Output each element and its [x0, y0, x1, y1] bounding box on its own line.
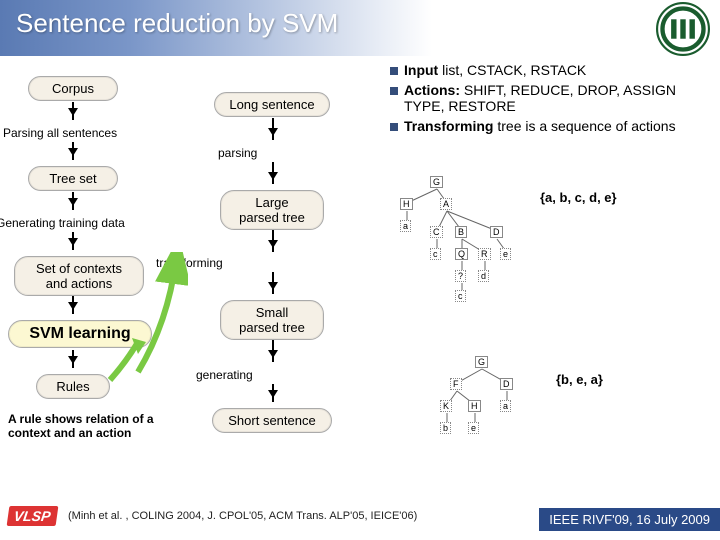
tree-node: G — [475, 356, 488, 368]
tree-node: ? — [455, 270, 466, 282]
bullet-label: Input — [404, 62, 438, 78]
arrow-down-icon — [272, 384, 274, 402]
long-sentence-box: Long sentence — [214, 92, 330, 117]
bullet-text: list, CSTACK, RSTACK — [438, 62, 586, 78]
page-title: Sentence reduction by SVM — [16, 8, 338, 38]
bullet-label: Actions: — [404, 82, 460, 98]
tree-node: c — [455, 290, 466, 302]
tree-node: d — [478, 270, 489, 282]
large-tree-diagram: GHAaCBDcQRe?dc — [400, 176, 530, 306]
tree-node: B — [455, 226, 467, 238]
citation-text: (Minh et al. , COLING 2004, J. CPOL'05, … — [68, 510, 417, 522]
tree-node: C — [430, 226, 443, 238]
arrow-down-icon — [272, 340, 274, 362]
arrow-down-icon — [72, 142, 74, 160]
tree-node: D — [490, 226, 503, 238]
green-arrow-icon — [100, 336, 150, 386]
bullet-list: Input list, CSTACK, RSTACK Actions: SHIF… — [390, 62, 708, 138]
slide-body: Input list, CSTACK, RSTACK Actions: SHIF… — [0, 56, 720, 504]
bullet-item: Actions: SHIFT, REDUCE, DROP, ASSIGN TYP… — [390, 82, 708, 114]
bullet-square-icon — [390, 123, 398, 131]
tree-node: b — [440, 422, 451, 434]
bullet-item: Input list, CSTACK, RSTACK — [390, 62, 708, 78]
tree-node: e — [468, 422, 479, 434]
arrow-down-icon — [72, 192, 74, 210]
tree-node: K — [440, 400, 452, 412]
gen-train-label: Generating training data — [0, 216, 125, 230]
set-label-2: {b, e, a} — [556, 372, 603, 387]
tree-node: c — [430, 248, 441, 260]
short-sentence-box: Short sentence — [212, 408, 332, 433]
arrow-down-icon — [72, 102, 74, 120]
parsing-label: parsing — [218, 146, 257, 160]
tree-node: a — [500, 400, 511, 412]
conference-label: IEEE RIVF'09, 16 July 2009 — [539, 508, 720, 531]
bullet-text: tree is a sequence of actions — [493, 118, 675, 134]
slide-header: Sentence reduction by SVM — [0, 0, 720, 56]
arrow-down-icon — [72, 350, 74, 368]
tree-node: D — [500, 378, 513, 390]
tree-node: Q — [455, 248, 468, 260]
rule-note: A rule shows relation of a context and a… — [8, 412, 198, 440]
large-parsed-box: Large parsed tree — [220, 190, 324, 230]
tree-node: A — [440, 198, 452, 210]
tree-node: R — [478, 248, 491, 260]
tree-node: F — [450, 378, 462, 390]
logo-icon — [656, 2, 710, 56]
corpus-box: Corpus — [28, 76, 118, 101]
set-label-1: {a, b, c, d, e} — [540, 190, 617, 205]
small-parsed-box: Small parsed tree — [220, 300, 324, 340]
bullet-square-icon — [390, 87, 398, 95]
generating-label: generating — [196, 368, 253, 382]
bullet-item: Transforming tree is a sequence of actio… — [390, 118, 708, 134]
arrow-down-icon — [72, 232, 74, 250]
arrow-down-icon — [272, 272, 274, 294]
arrow-down-icon — [272, 230, 274, 252]
tree-set-box: Tree set — [28, 166, 118, 191]
arrow-down-icon — [72, 296, 74, 314]
bullet-square-icon — [390, 67, 398, 75]
small-tree-diagram: G F D K Ha b e — [440, 356, 540, 446]
arrow-down-icon — [272, 162, 274, 184]
tree-node: H — [400, 198, 413, 210]
arrow-down-icon — [272, 118, 274, 140]
tree-node: e — [500, 248, 511, 260]
contexts-box: Set of contexts and actions — [14, 256, 144, 296]
tree-node: H — [468, 400, 481, 412]
parsing-all-label: Parsing all sentences — [3, 126, 117, 140]
vlsp-badge: VLSP — [7, 506, 58, 526]
rules-box: Rules — [36, 374, 110, 399]
bullet-label: Transforming — [404, 118, 493, 134]
slide-footer: VLSP (Minh et al. , COLING 2004, J. CPOL… — [0, 504, 720, 540]
tree-node: a — [400, 220, 411, 232]
tree-node: G — [430, 176, 443, 188]
